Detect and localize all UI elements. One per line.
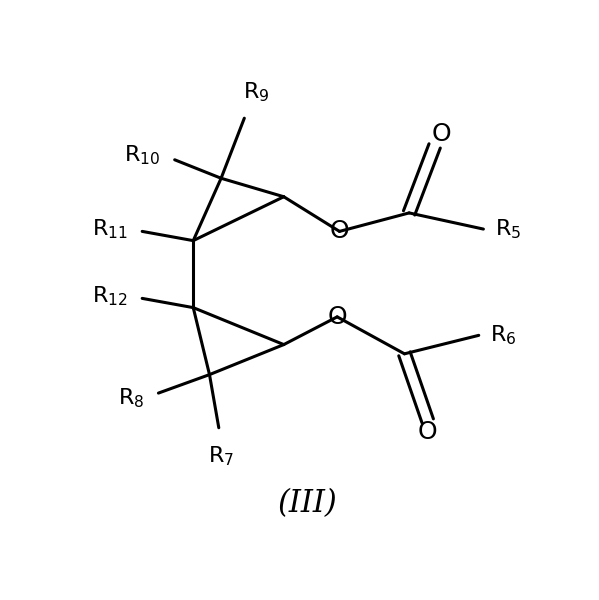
Text: R$_7$: R$_7$ (208, 444, 234, 467)
Text: R$_{12}$: R$_{12}$ (92, 284, 128, 308)
Text: R$_{11}$: R$_{11}$ (92, 217, 128, 241)
Text: O: O (327, 305, 347, 329)
Text: (III): (III) (277, 488, 337, 520)
Text: R$_9$: R$_9$ (243, 81, 269, 104)
Text: R$_6$: R$_6$ (491, 323, 517, 347)
Text: O: O (418, 421, 437, 445)
Text: R$_5$: R$_5$ (495, 217, 521, 241)
Text: R$_8$: R$_8$ (118, 386, 144, 410)
Text: R$_{10}$: R$_{10}$ (125, 143, 161, 167)
Text: O: O (329, 220, 349, 244)
Text: O: O (432, 122, 452, 146)
